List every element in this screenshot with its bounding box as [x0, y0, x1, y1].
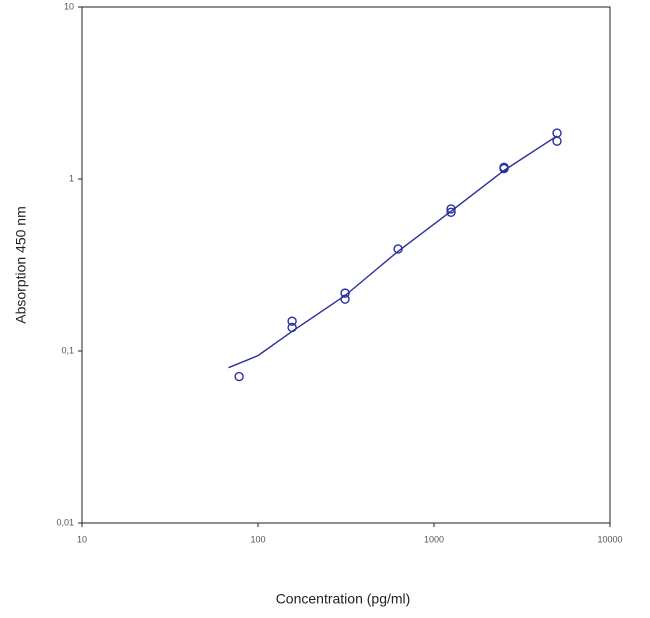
data-point	[287, 316, 297, 326]
x-tick-label: 1000	[424, 534, 444, 544]
data-point	[287, 322, 297, 333]
data-point	[234, 371, 244, 382]
x-axis-title: Concentration (pg/ml)	[276, 591, 411, 607]
data-point	[446, 204, 456, 214]
data-point	[340, 294, 350, 304]
data-point	[340, 288, 350, 298]
data-point	[552, 136, 562, 146]
y-axis-title: Absorption 450 nm	[13, 206, 29, 324]
data-point	[393, 244, 403, 254]
data-point	[499, 163, 509, 174]
x-tick-label: 100	[250, 534, 265, 544]
plot-frame	[81, 6, 611, 524]
y-tick-label: 0,1	[61, 345, 74, 355]
y-tick-label: 0,01	[56, 517, 74, 527]
x-tick-label: 10000	[597, 534, 622, 544]
y-tick-label: 1	[69, 173, 74, 183]
fit-curve	[228, 135, 558, 369]
x-tick-label: 10	[77, 534, 87, 544]
data-point	[552, 128, 562, 138]
data-point	[446, 207, 456, 218]
y-tick-label: 10	[64, 1, 74, 11]
